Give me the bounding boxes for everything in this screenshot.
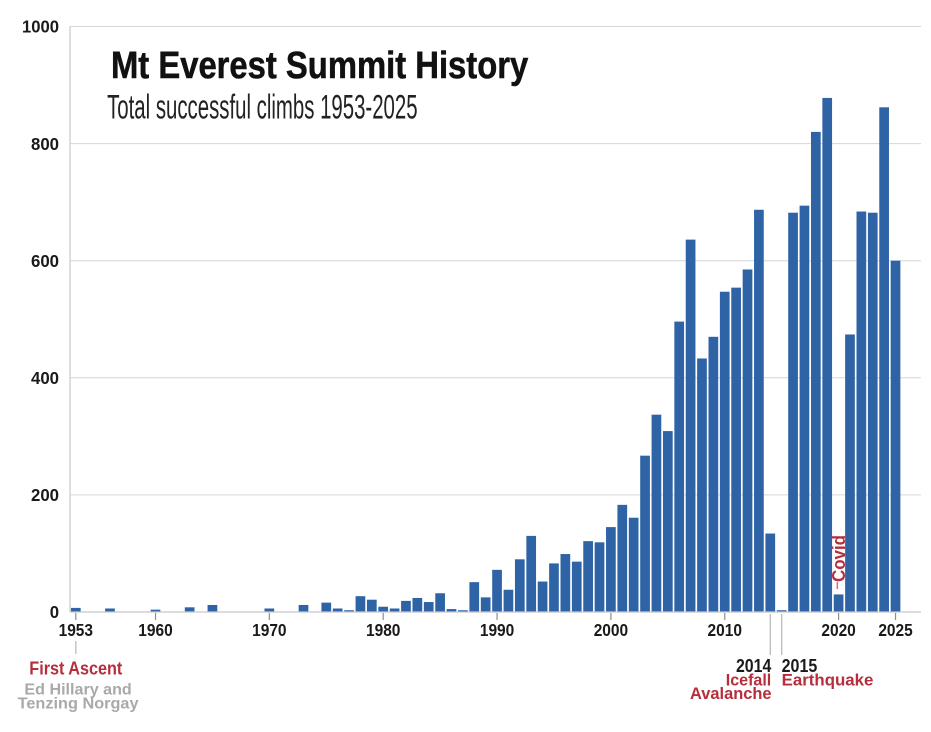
svg-text:Avalanche: Avalanche (690, 685, 772, 703)
svg-text:2014: 2014 (736, 655, 772, 676)
svg-text:1990: 1990 (480, 620, 514, 640)
svg-text:Mt Everest Summit History: Mt Everest Summit History (111, 44, 528, 87)
svg-text:2015: 2015 (782, 655, 818, 676)
svg-text:600: 600 (31, 251, 59, 271)
svg-text:Icefall: Icefall (726, 672, 772, 690)
svg-text:2025: 2025 (878, 620, 913, 640)
svg-text:Covid: Covid (828, 535, 849, 582)
svg-text:Ed Hillary and: Ed Hillary and (24, 681, 131, 698)
svg-text:First Ascent: First Ascent (29, 657, 122, 678)
svg-text:0: 0 (50, 602, 59, 622)
svg-text:200: 200 (31, 485, 59, 505)
svg-text:1960: 1960 (138, 620, 172, 640)
svg-text:2000: 2000 (594, 620, 628, 640)
svg-text:2020: 2020 (821, 620, 855, 640)
svg-text:1000: 1000 (22, 17, 59, 37)
svg-text:Tenzing Norgay: Tenzing Norgay (18, 695, 139, 712)
svg-text:Earthquake: Earthquake (782, 672, 874, 690)
svg-text:1953: 1953 (59, 620, 93, 640)
svg-text:Total successful climbs 1953-2: Total successful climbs 1953-2025 (107, 88, 417, 126)
svg-text:400: 400 (31, 368, 59, 388)
svg-text:1970: 1970 (252, 620, 286, 640)
svg-text:2010: 2010 (708, 620, 742, 640)
svg-text:800: 800 (31, 134, 59, 154)
svg-text:1980: 1980 (366, 620, 400, 640)
